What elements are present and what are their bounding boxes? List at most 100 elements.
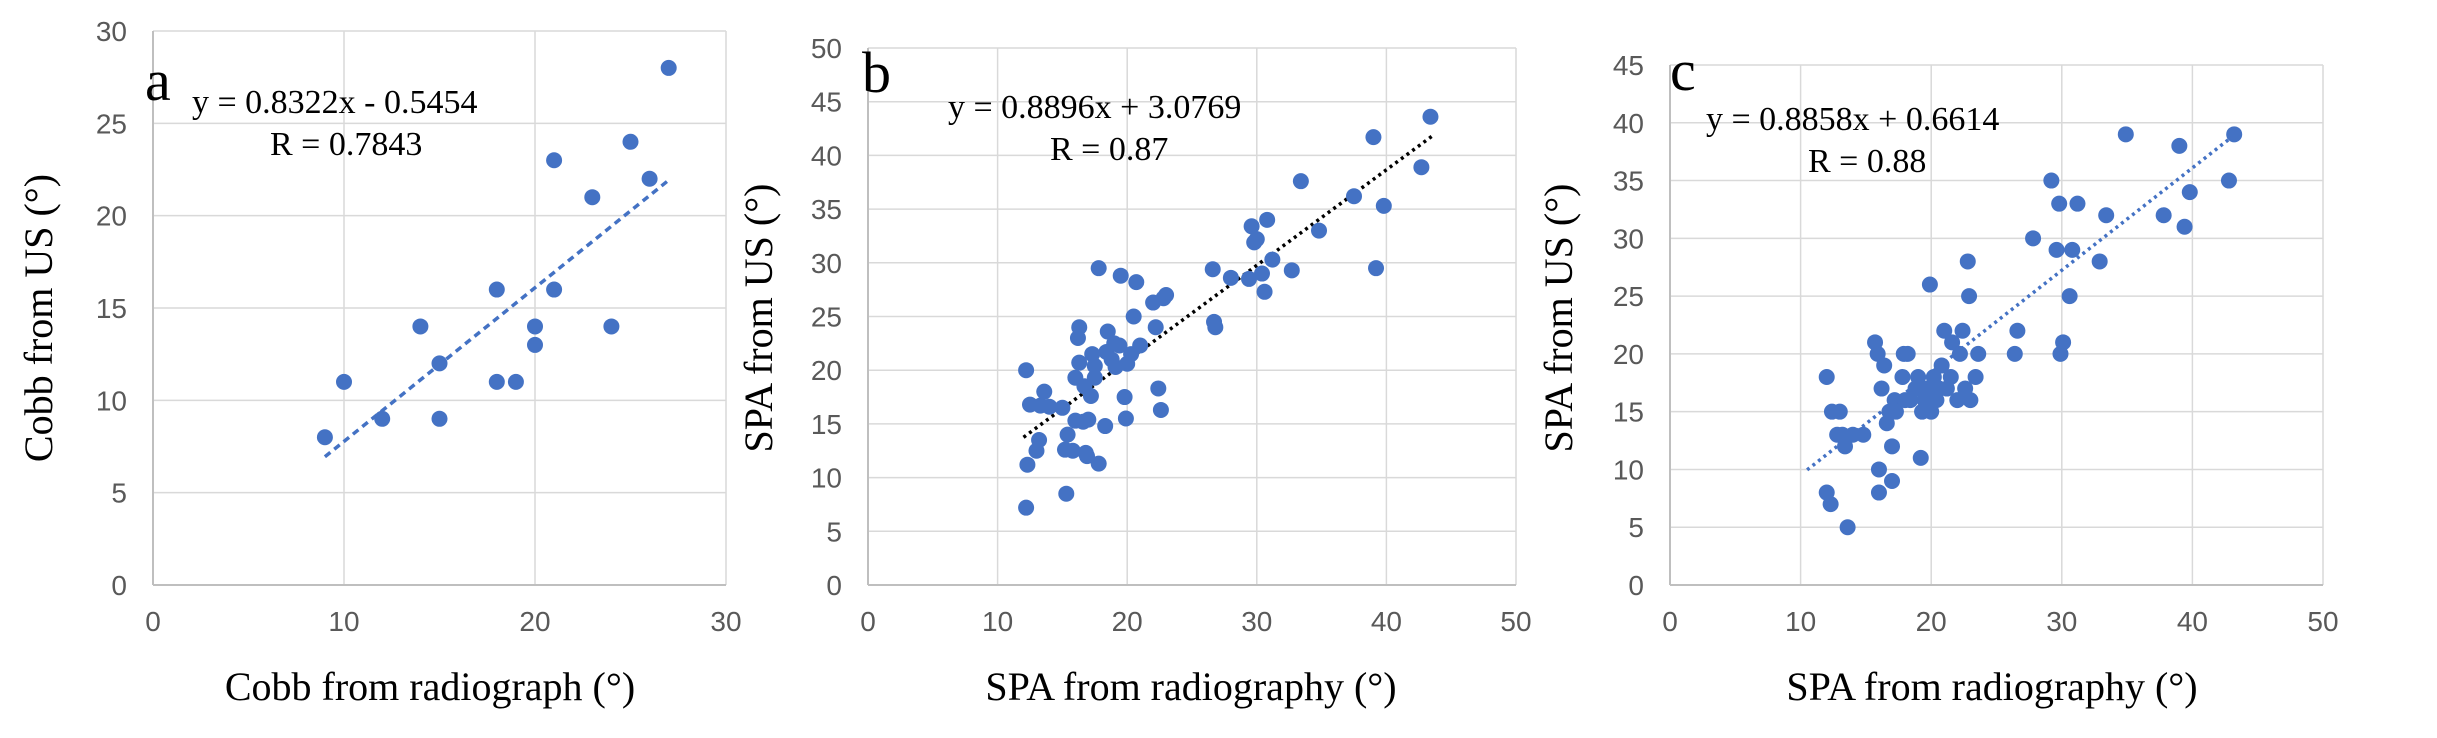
data-point (2220, 172, 2237, 189)
data-point (2069, 195, 2086, 212)
x-tick-label: 20 (519, 606, 550, 637)
data-point (2006, 345, 2023, 362)
data-point (1413, 159, 1430, 176)
data-point (641, 170, 658, 187)
data-point (1099, 323, 1116, 340)
data-point (1207, 319, 1224, 336)
data-point (1041, 398, 1058, 415)
data-point (316, 429, 333, 446)
data-point (1090, 260, 1107, 277)
data-point (2181, 184, 2198, 201)
data-point (1253, 265, 1270, 282)
data-point (1117, 410, 1134, 427)
data-point (374, 410, 391, 427)
data-point (2091, 253, 2108, 270)
data-point (1822, 496, 1839, 513)
y-tick-label: 15 (811, 409, 842, 440)
data-point (488, 281, 505, 298)
correlation-r: R = 0.87 (1050, 131, 1168, 168)
data-point (1910, 369, 1927, 385)
y-tick-label: 30 (96, 16, 127, 47)
data-point (1954, 322, 1971, 339)
data-point (1873, 380, 1890, 397)
data-point (1031, 432, 1048, 449)
data-point (1933, 357, 1950, 374)
data-point (1368, 260, 1385, 277)
data-point (1365, 129, 1382, 146)
y-tick-label: 50 (811, 33, 842, 64)
chart-panel-a: 0 10 20 30 0 5 10 15 20 25 30 y = 0.8322x - 0.5454 R… (16, 16, 742, 709)
data-point (2117, 126, 2134, 143)
data-point (1128, 274, 1145, 291)
y-tick-label: 25 (811, 302, 842, 333)
data-point (1132, 337, 1149, 354)
data-point (2043, 172, 2060, 189)
data-point (1079, 448, 1096, 465)
y-tick-label: 5 (826, 516, 842, 547)
y-tick-label: 45 (811, 87, 842, 118)
data-point (488, 373, 505, 390)
data-point (1150, 380, 1167, 397)
data-point (1147, 319, 1164, 336)
data-point (1970, 345, 1987, 362)
data-point (1019, 456, 1036, 473)
data-point (1962, 392, 1979, 409)
x-tick-label: 0 (860, 606, 876, 637)
data-point (2155, 207, 2172, 224)
data-point (1086, 369, 1103, 386)
x-tick-label: 10 (328, 606, 359, 637)
x-tick-label: 10 (982, 606, 1013, 637)
y-tick-label: 15 (96, 293, 127, 324)
x-axis-label: SPA from radiography (°) (985, 664, 1396, 709)
data-point (1839, 519, 1856, 536)
data-point (2025, 230, 2042, 247)
x-axis-label: Cobb from radiograph (°) (225, 664, 635, 709)
data-point (546, 152, 563, 169)
data-point (1116, 389, 1133, 406)
data-point (412, 318, 429, 335)
data-point (1855, 426, 1872, 443)
data-point (2048, 241, 2065, 258)
data-point (1204, 261, 1221, 278)
data-point (1111, 337, 1128, 354)
data-point (1949, 392, 1966, 409)
data-point (1292, 173, 1309, 190)
y-tick-label: 45 (1613, 50, 1644, 81)
trendline (1806, 130, 2240, 472)
y-axis-label: Cobb from US (°) (16, 174, 61, 462)
data-point (1080, 411, 1097, 428)
data-point (431, 355, 448, 372)
data-point (1264, 251, 1281, 268)
data-point (1071, 354, 1088, 371)
data-point (1894, 369, 1911, 385)
data-point (1921, 276, 1938, 293)
y-tick-label: 40 (811, 140, 842, 171)
panel-label: c (1670, 38, 1696, 103)
data-point (1082, 387, 1099, 404)
data-point (1942, 369, 1959, 385)
data-point (1256, 283, 1273, 300)
data-point (1899, 345, 1916, 362)
x-tick-label: 50 (2307, 606, 2338, 637)
data-point (1241, 270, 1258, 287)
correlation-r: R = 0.88 (1808, 143, 1926, 180)
data-point (2098, 207, 2115, 224)
data-point (1887, 403, 1904, 420)
data-point (1259, 211, 1276, 228)
x-tick-label: 20 (1112, 606, 1143, 637)
data-point (1346, 188, 1362, 205)
data-point (1936, 322, 1953, 339)
data-point (1243, 218, 1260, 235)
data-point (1884, 473, 1901, 489)
data-point (527, 336, 543, 353)
y-tick-label: 35 (811, 194, 842, 225)
data-point (1818, 369, 1835, 385)
data-point (1375, 197, 1392, 214)
data-point (2064, 241, 2081, 258)
y-tick-label: 10 (96, 385, 127, 416)
data-point (1054, 399, 1071, 416)
data-point (1959, 253, 1976, 270)
trendline-equation: y = 0.8858x + 0.6614 (1706, 101, 1999, 138)
data-point (1071, 319, 1088, 336)
x-tick-label: 40 (2177, 606, 2208, 637)
